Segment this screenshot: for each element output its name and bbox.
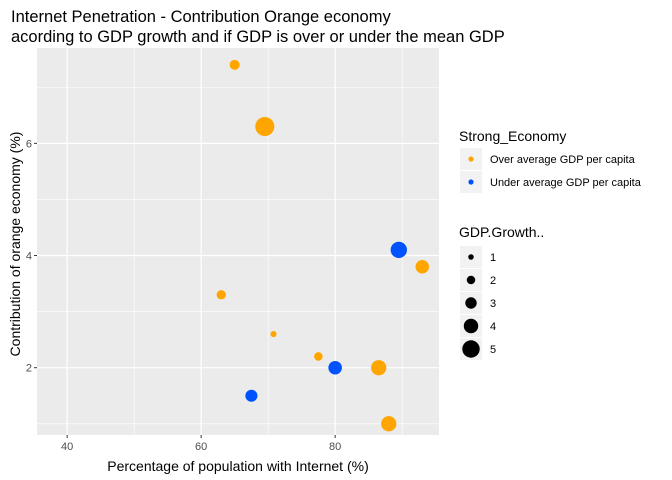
data-point: [328, 360, 342, 375]
y-tick-label: 6: [26, 138, 32, 150]
y-axis-title: Contribution of orange economy (%): [7, 132, 23, 357]
legend-size-label: 2: [490, 275, 496, 287]
legend-color-swatch: [468, 179, 474, 185]
legend-size-label: 1: [490, 252, 496, 264]
legend-color-label: Over average GDP per capita: [490, 154, 636, 166]
grid-minor: [37, 48, 439, 435]
legend-size-label: 5: [490, 344, 496, 356]
legend-size-swatch: [463, 318, 479, 334]
x-axis-title: Percentage of population with Internet (…: [107, 458, 369, 474]
chart-title-line-1: Internet Penetration - Contribution Oran…: [11, 8, 391, 26]
data-point: [270, 330, 277, 338]
legend-size-swatch: [466, 275, 476, 285]
data-point: [245, 389, 258, 402]
data-point: [371, 360, 387, 376]
legend-color-label: Under average GDP per capita: [490, 177, 642, 189]
data-point: [255, 116, 275, 137]
legend-size-label: 3: [490, 298, 496, 310]
plot-panel: [37, 48, 439, 435]
data-points: [216, 59, 429, 432]
legend-size-swatch: [465, 297, 477, 309]
data-point: [216, 290, 226, 300]
y-axis-ticks: 2 4 6: [26, 138, 37, 375]
data-point: [381, 416, 397, 432]
x-tick-label: 40: [61, 441, 73, 453]
x-tick-label: 60: [195, 441, 207, 453]
legend-size-swatch: [468, 254, 474, 260]
data-point: [314, 352, 323, 361]
legend-color-swatch: [468, 156, 474, 162]
legend-size-label: 4: [490, 321, 496, 333]
chart-title-line-2: acording to GDP growth and if GDP is ove…: [11, 28, 505, 46]
x-axis-ticks: 40 60 80: [61, 435, 341, 453]
data-point: [390, 241, 407, 259]
y-tick-label: 4: [26, 251, 32, 263]
legend-size: GDP.Growth.. 1 2 3 4 5: [459, 224, 544, 360]
legend-color-title: Strong_Economy: [459, 128, 566, 144]
data-point: [415, 259, 429, 274]
data-point: [229, 59, 240, 70]
legend-size-swatch: [462, 340, 480, 358]
legend-size-title: GDP.Growth..: [459, 224, 544, 240]
legend-color: Strong_Economy Over average GDP per capi…: [459, 128, 642, 193]
x-tick-label: 80: [329, 441, 341, 453]
y-tick-label: 2: [26, 363, 32, 375]
